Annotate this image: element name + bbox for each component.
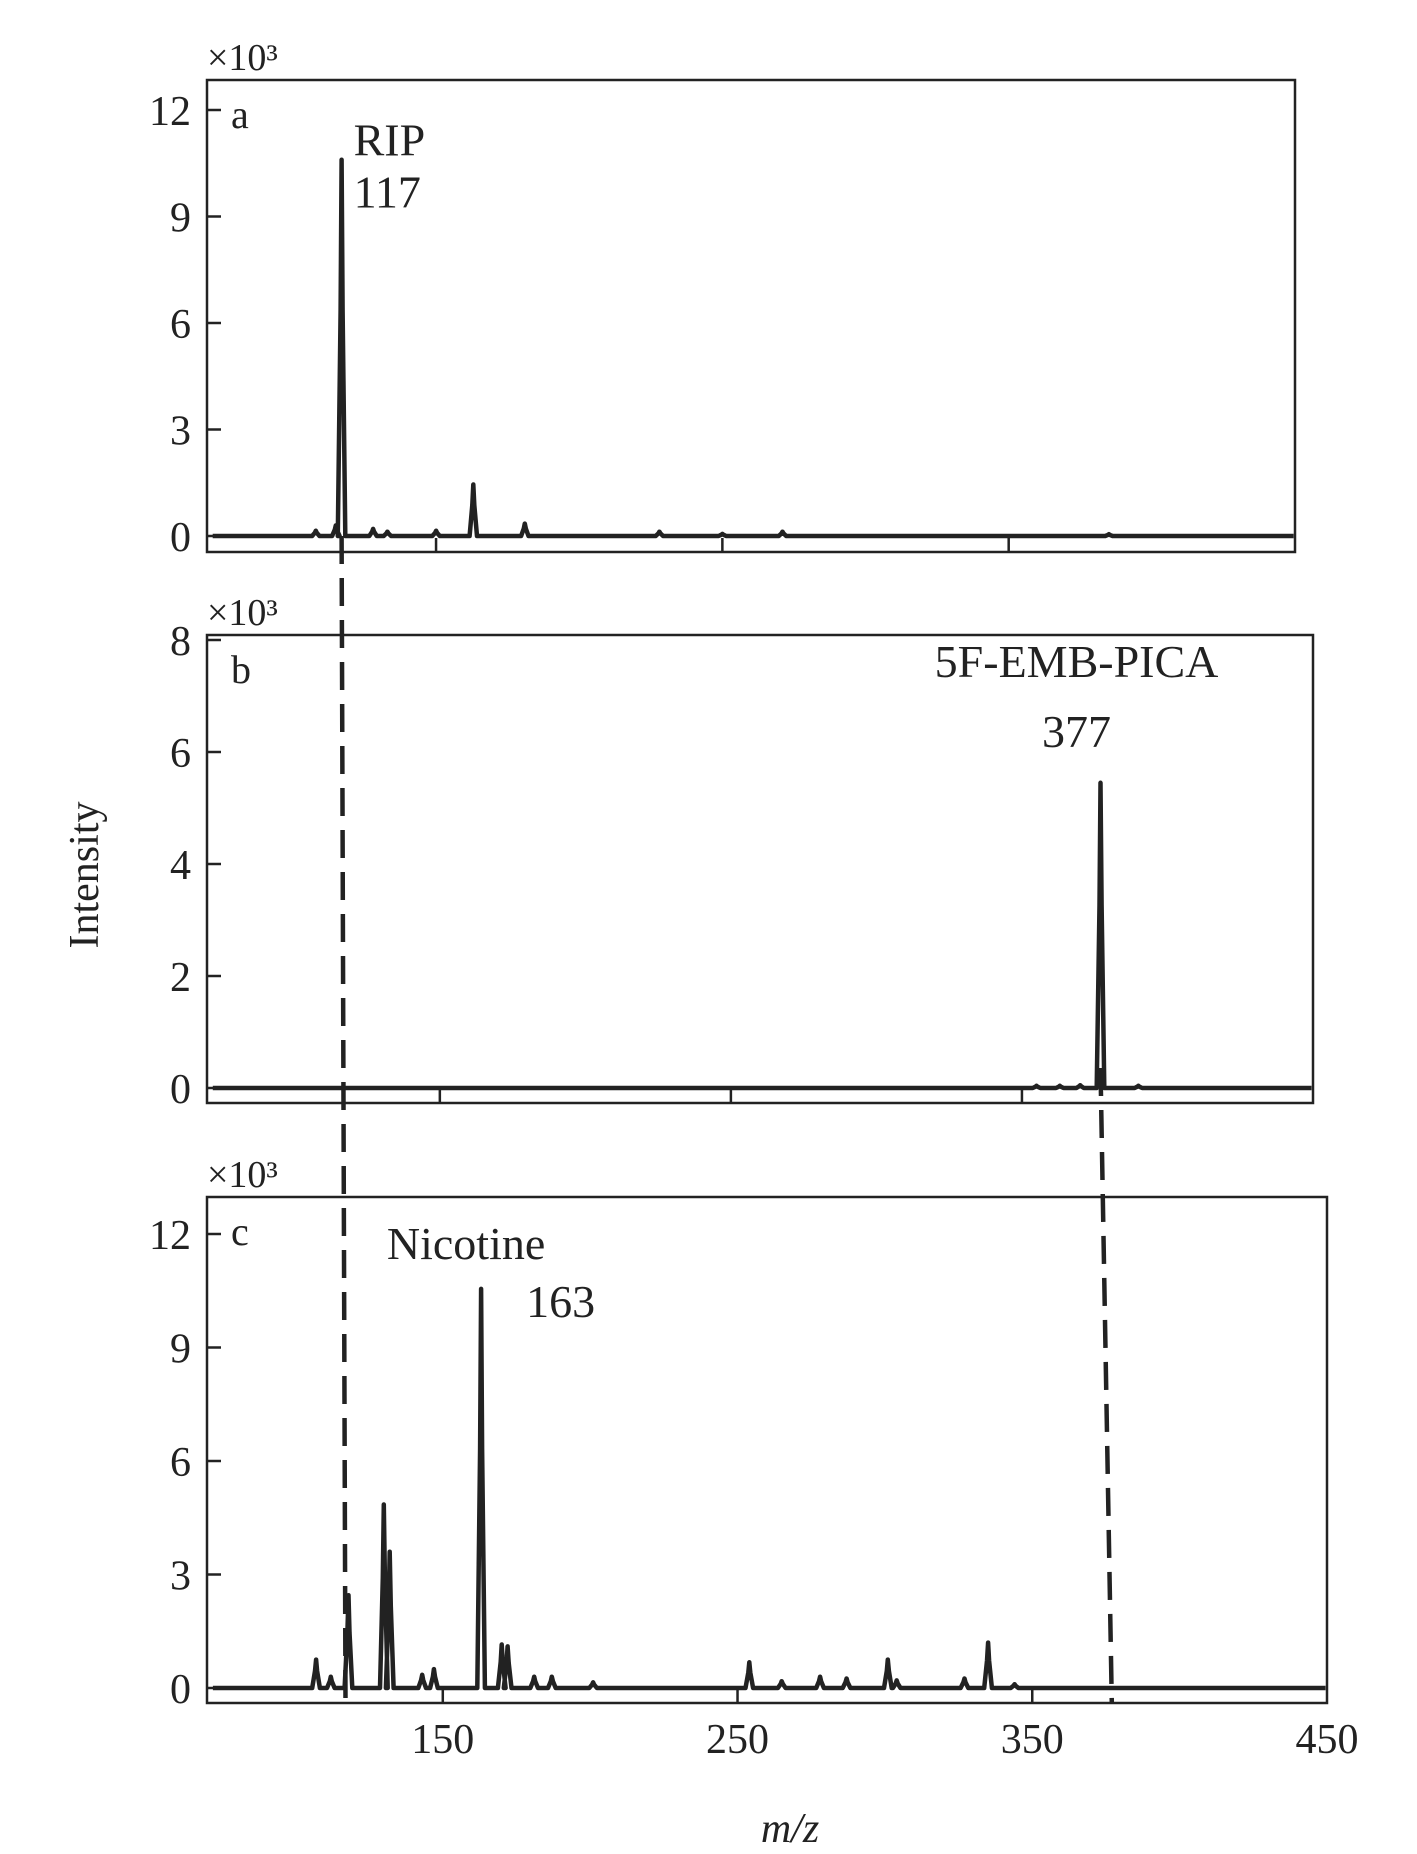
plot-frame: [205, 633, 1315, 1105]
spectrum-trace: [212, 780, 1312, 1091]
peak-annotation-name: RIP: [354, 115, 426, 166]
panel-label: a: [231, 92, 249, 137]
y-tick-label: 6: [170, 302, 191, 348]
y-tick-label: 9: [170, 196, 191, 242]
y-tick-label: 12: [149, 89, 191, 135]
x-tick-label: 450: [1296, 1717, 1359, 1763]
y-axis-title: Intensity: [62, 802, 108, 949]
spectrum-trace: [212, 157, 1294, 539]
scale-label: ×10³: [207, 592, 278, 634]
peak-annotation-mz: 377: [1042, 706, 1111, 757]
y-tick-label: 8: [170, 619, 191, 665]
guide-line-mz-117: [339, 535, 348, 1704]
peak-annotation-mz: 117: [354, 167, 421, 218]
panel-c: 0 3 6 9 12 ×10³ c Nicotine 163: [149, 1154, 1329, 1713]
peak-annotation-name: 5F-EMB-PICA: [935, 636, 1219, 687]
y-tick-label: 6: [170, 731, 191, 777]
scale-label: ×10³: [207, 1154, 278, 1196]
plot-frame: [205, 78, 1297, 554]
y-tick-label: 3: [170, 1554, 191, 1600]
spectrum-trace: [212, 1286, 1326, 1691]
panel-label: c: [231, 1209, 249, 1254]
scale-label: ×10³: [207, 37, 278, 79]
guide-line-mz-377: [1098, 1067, 1115, 1704]
peak-annotation-mz: 163: [526, 1276, 595, 1327]
y-tick-label: 4: [170, 843, 191, 889]
y-tick-label: 6: [170, 1440, 191, 1486]
x-tick-label: 250: [706, 1717, 769, 1763]
peak-annotation-name: Nicotine: [387, 1218, 545, 1269]
y-tick-label: 3: [170, 409, 191, 455]
y-tick-label: 0: [170, 1667, 191, 1713]
x-axis: 150 250 350 450: [411, 1717, 1358, 1763]
x-tick-label: 150: [411, 1717, 474, 1763]
y-tick-label: 2: [170, 955, 191, 1001]
plot-frame: [205, 1195, 1329, 1705]
panel-label: b: [231, 647, 251, 692]
x-tick-label: 350: [1001, 1717, 1064, 1763]
y-tick-label: 0: [170, 1067, 191, 1113]
y-tick-label: 12: [149, 1213, 191, 1259]
x-axis-title: m/z: [761, 1806, 819, 1852]
y-tick-label: 0: [170, 515, 191, 561]
y-tick-label: 9: [170, 1327, 191, 1373]
panel-b: 0 2 4 6 8 ×10³ b 5F-EMB-PICA 377: [170, 592, 1315, 1113]
guide-lines: [339, 535, 1115, 1704]
